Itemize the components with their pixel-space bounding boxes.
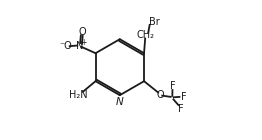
Text: O: O [156, 89, 164, 100]
Text: N: N [76, 40, 83, 51]
Text: F: F [170, 81, 176, 91]
Text: H₂N: H₂N [69, 90, 88, 100]
Text: N: N [116, 97, 124, 107]
Text: Br: Br [149, 17, 160, 27]
Text: +: + [80, 38, 86, 46]
Text: O: O [78, 27, 86, 37]
Text: ⁻O: ⁻O [59, 41, 72, 51]
Text: F: F [181, 92, 187, 102]
Text: F: F [178, 104, 184, 114]
Text: CH₂: CH₂ [137, 30, 154, 40]
